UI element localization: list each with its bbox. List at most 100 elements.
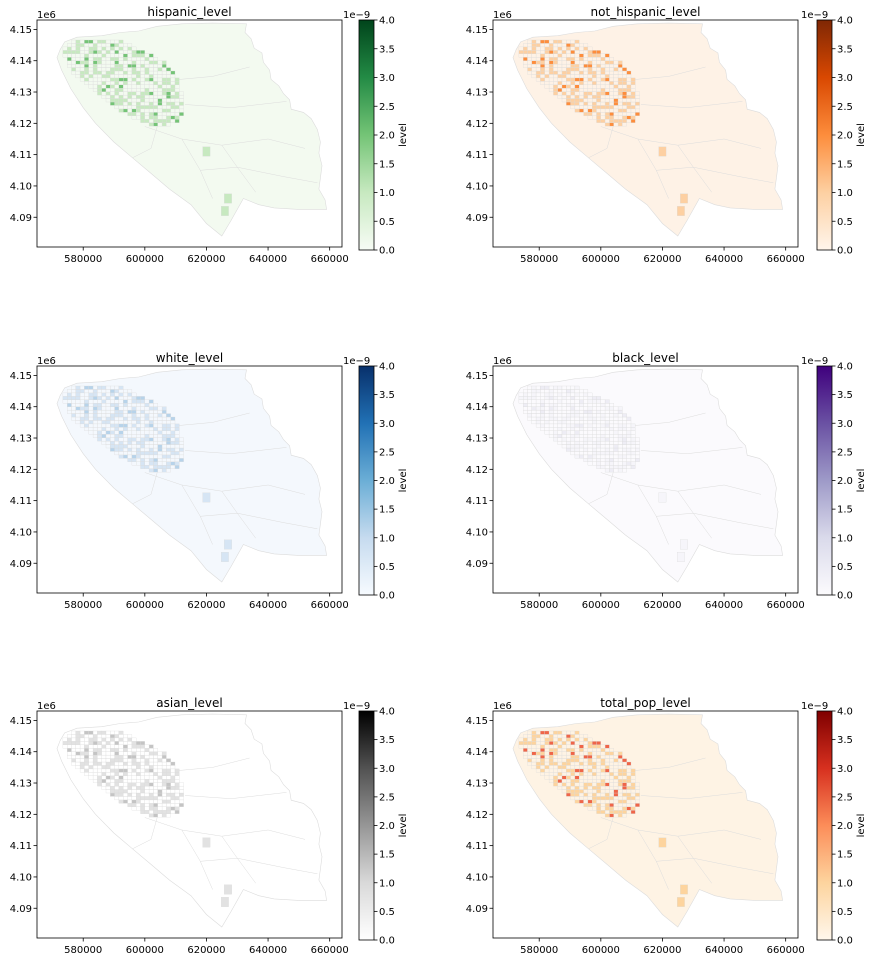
tract-cell xyxy=(574,447,580,452)
tract-cell xyxy=(67,46,72,51)
tract-cell xyxy=(101,420,107,425)
tract-cell xyxy=(131,70,137,75)
tract-cell xyxy=(596,423,601,428)
tract-cell xyxy=(544,406,550,411)
tract-cell xyxy=(617,122,623,127)
tract-cell xyxy=(626,806,632,811)
tract-cell xyxy=(596,803,601,807)
tract-cell xyxy=(101,785,107,790)
tract-cell xyxy=(114,94,120,99)
tract-cell xyxy=(561,84,567,89)
tract-cell xyxy=(105,43,111,48)
tract-cell xyxy=(609,803,614,807)
tract-cell xyxy=(148,779,154,783)
tract-cell xyxy=(531,406,537,411)
tract-cell xyxy=(88,751,94,756)
tract-cell xyxy=(544,60,550,65)
tract-cell xyxy=(630,451,636,456)
tract-cell xyxy=(535,43,541,48)
tract-cell xyxy=(148,101,154,106)
tract-cell xyxy=(140,751,145,756)
tract-cell xyxy=(540,74,545,79)
colorbar-tick-label: 4.0 xyxy=(379,362,395,373)
tract-cell xyxy=(153,416,158,421)
tract-cell xyxy=(553,758,558,763)
tract-cell xyxy=(84,420,89,425)
tract-cell xyxy=(544,765,550,770)
tract-cell xyxy=(609,437,614,442)
tract-cell xyxy=(161,789,167,794)
tract-cell xyxy=(114,67,120,72)
tract-cell xyxy=(561,406,567,411)
tract-cell xyxy=(540,43,545,48)
tract-cell xyxy=(123,50,128,54)
tract-cell xyxy=(140,119,145,123)
tract-cell xyxy=(635,803,640,807)
x-tick-label: 640000 xyxy=(249,254,287,265)
tract-cell xyxy=(161,119,167,123)
tract-cell xyxy=(557,775,563,780)
colorbar xyxy=(816,710,833,941)
tract-cell xyxy=(587,758,593,763)
tract-cell xyxy=(157,761,163,766)
tract-cell xyxy=(557,63,563,68)
tract-cell xyxy=(574,406,580,411)
tract-cell xyxy=(592,396,597,400)
tract-cell xyxy=(570,53,576,58)
tract-cell xyxy=(604,785,610,790)
tract-cell xyxy=(587,84,593,89)
tract-cell xyxy=(101,744,107,749)
tract-cell xyxy=(587,63,593,68)
tract-cell xyxy=(114,63,120,68)
tract-cell xyxy=(170,789,176,794)
tract-cell xyxy=(123,46,128,51)
tract-cell xyxy=(548,406,554,411)
tract-cell xyxy=(579,772,584,776)
tract-cell xyxy=(179,785,184,790)
tract-cell xyxy=(548,734,554,739)
tract-cell xyxy=(127,792,133,797)
tract-cell xyxy=(131,74,137,79)
y-tick-label: 4.13 xyxy=(466,779,488,790)
tract-cell xyxy=(105,758,111,763)
tract-cell xyxy=(123,98,128,103)
tract-cell xyxy=(523,406,528,411)
tract-cell xyxy=(626,423,632,428)
tract-cell xyxy=(84,389,89,394)
tract-cell xyxy=(136,112,141,116)
tract-cell xyxy=(79,70,85,75)
tract-cell xyxy=(613,761,619,766)
tract-cell xyxy=(153,70,158,75)
colorbar-tick-label: 0.5 xyxy=(837,217,853,228)
tract-cell xyxy=(174,779,180,783)
tract-cell xyxy=(118,423,124,428)
tract-cell xyxy=(579,434,584,438)
tract-cell xyxy=(579,427,584,431)
tract-cell xyxy=(148,792,154,797)
tract-cell xyxy=(548,396,554,400)
tract-cell xyxy=(118,734,124,739)
tract-cell xyxy=(166,81,171,85)
tract-cell xyxy=(523,53,528,58)
tract-cell xyxy=(92,734,98,739)
tract-cell xyxy=(548,60,554,65)
tract-cell xyxy=(144,74,150,79)
tract-cell xyxy=(574,39,580,44)
tract-cell xyxy=(626,105,632,110)
tract-cell xyxy=(75,74,81,79)
tract-cell xyxy=(79,392,85,397)
tract-cell xyxy=(88,775,94,780)
tract-cell xyxy=(75,60,81,65)
tract-cell xyxy=(144,81,150,85)
tract-cell xyxy=(561,39,567,44)
tract-cell xyxy=(604,105,610,110)
tract-cell xyxy=(592,84,597,89)
tract-cell xyxy=(75,39,81,44)
colorbar-tick-label: 0.0 xyxy=(837,936,853,947)
tract-cell xyxy=(161,115,167,120)
tract-cell xyxy=(579,454,584,459)
tract-cell xyxy=(531,741,537,745)
tract-cell xyxy=(613,751,619,756)
tract-cell xyxy=(202,492,211,503)
tract-cell xyxy=(535,751,541,756)
